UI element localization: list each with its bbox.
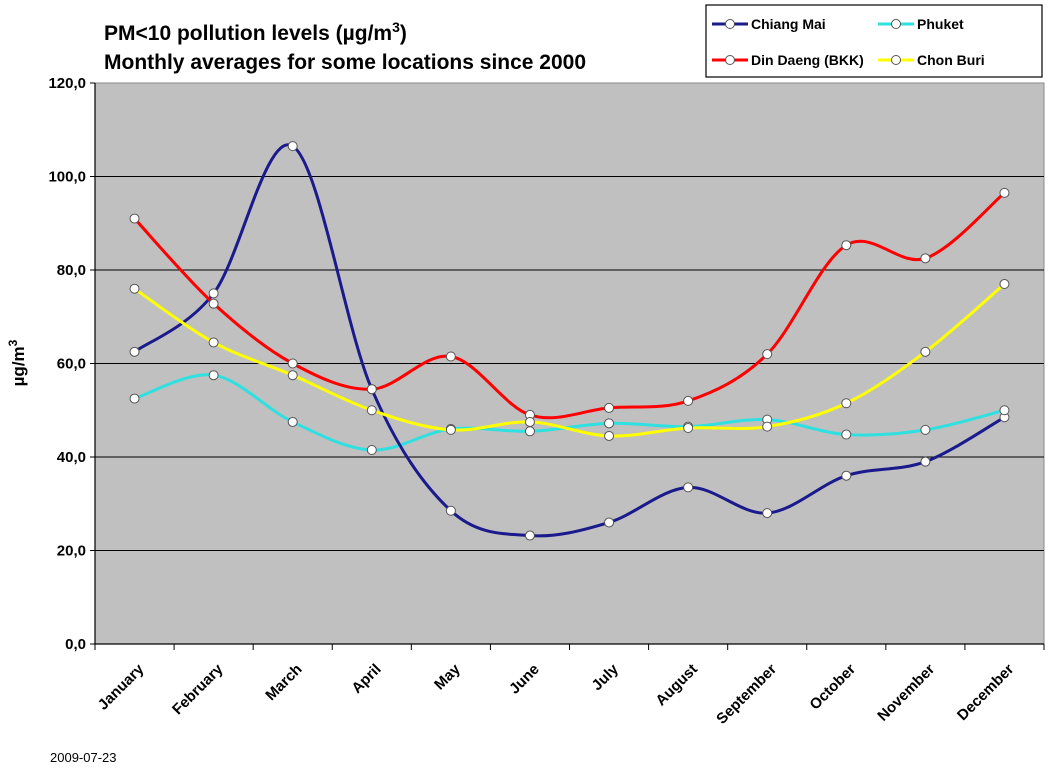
data-point: [129, 283, 140, 294]
data-point: [445, 424, 456, 435]
data-point: [208, 298, 219, 309]
x-tick-label: January: [95, 660, 148, 713]
legend-label: Chon Buri: [917, 52, 985, 68]
data-point: [445, 505, 456, 516]
x-tick-label: December: [954, 661, 1017, 724]
legend-marker: [891, 55, 901, 65]
y-tick-label: 80,0: [57, 262, 86, 279]
x-tick-label: October: [806, 661, 859, 714]
data-point: [208, 337, 219, 348]
legend-label: Chiang Mai: [751, 16, 826, 32]
data-point: [683, 395, 694, 406]
title-line-1-end: ): [400, 22, 407, 45]
data-point: [287, 370, 298, 381]
legend-marker: [725, 19, 735, 29]
series-line: [133, 282, 1006, 438]
axes: [90, 82, 1045, 650]
data-point: [604, 517, 615, 528]
data-point: [762, 421, 773, 432]
data-point: [604, 430, 615, 441]
legend: Chiang Mai Phuket Din Daeng (BKK) Chon Buri: [705, 4, 1043, 78]
data-point: [129, 213, 140, 224]
data-point: [762, 508, 773, 519]
legend-item: Din Daeng (BKK): [712, 52, 864, 68]
data-point: [920, 253, 931, 264]
data-point: [208, 288, 219, 299]
data-point: [129, 393, 140, 404]
x-tick-label: May: [431, 660, 464, 693]
data-point: [524, 530, 535, 541]
y-axis-title: µg/m3: [6, 339, 28, 386]
data-point: [524, 426, 535, 437]
data-point: [841, 240, 852, 251]
svg-text:PM<10 pollution levels (µg/m3): PM<10 pollution levels (µg/m3): [104, 19, 407, 45]
data-point: [445, 351, 456, 362]
legend-box: [705, 4, 1043, 78]
data-point: [208, 370, 219, 381]
data-point: [762, 349, 773, 360]
data-point: [920, 424, 931, 435]
chart-title: PM<10 pollution levels (µg/m3) Monthly a…: [104, 19, 586, 74]
series-markers: [129, 141, 1010, 541]
x-tick-label: November: [874, 661, 938, 725]
title-superscript: 3: [392, 19, 400, 35]
x-tick-label: September: [713, 661, 780, 728]
grid-lines: [95, 176, 1044, 551]
data-point: [920, 346, 931, 357]
legend-label: Din Daeng (BKK): [751, 52, 864, 68]
data-point: [999, 187, 1010, 198]
data-point: [366, 384, 377, 395]
y-axis-title-superscript: 3: [6, 339, 20, 346]
y-tick-label: 20,0: [57, 543, 86, 560]
legend-item: Phuket: [878, 16, 964, 32]
data-point: [920, 456, 931, 467]
data-point: [287, 141, 298, 152]
data-point: [524, 416, 535, 427]
data-point: [366, 405, 377, 416]
title-line-1: PM<10 pollution levels (µg/m: [104, 22, 392, 45]
data-point: [683, 423, 694, 434]
x-tick-label: March: [262, 661, 305, 704]
legend-item: Chon Buri: [878, 52, 985, 68]
data-point: [604, 418, 615, 429]
data-point: [841, 398, 852, 409]
data-point: [683, 482, 694, 493]
footer-date: 2009-07-23: [50, 750, 117, 765]
y-tick-labels: 0,0 20,0 40,0 60,0 80,0 100,0 120,0: [48, 75, 86, 653]
x-tick-label: July: [589, 660, 623, 694]
data-point: [604, 402, 615, 413]
data-point: [999, 279, 1010, 290]
series-line: [134, 373, 1005, 452]
y-tick-label: 60,0: [57, 356, 86, 373]
title-line-2: Monthly averages for some locations sinc…: [104, 51, 586, 74]
y-tick-label: 40,0: [57, 449, 86, 466]
data-point: [999, 405, 1010, 416]
data-point: [287, 358, 298, 369]
y-tick-label: 0,0: [65, 636, 86, 653]
data-point: [287, 416, 298, 427]
x-tick-label: February: [169, 660, 227, 718]
data-point: [841, 470, 852, 481]
legend-item: Chiang Mai: [712, 16, 826, 32]
series-line: [133, 191, 1006, 420]
x-tick-label: August: [652, 661, 701, 710]
legend-marker: [725, 55, 735, 65]
data-point: [129, 346, 140, 357]
x-tick-label: June: [506, 661, 543, 698]
y-axis-title-text: µg/m: [9, 346, 28, 386]
x-tick-labels: January February March April May June July Augu…: [95, 660, 1018, 727]
y-tick-label: 120,0: [48, 75, 86, 92]
data-point: [366, 444, 377, 455]
x-tick-label: April: [348, 661, 384, 697]
legend-label: Phuket: [917, 16, 964, 32]
y-tick-label: 100,0: [48, 169, 86, 186]
legend-marker: [891, 19, 901, 29]
data-point: [841, 429, 852, 440]
